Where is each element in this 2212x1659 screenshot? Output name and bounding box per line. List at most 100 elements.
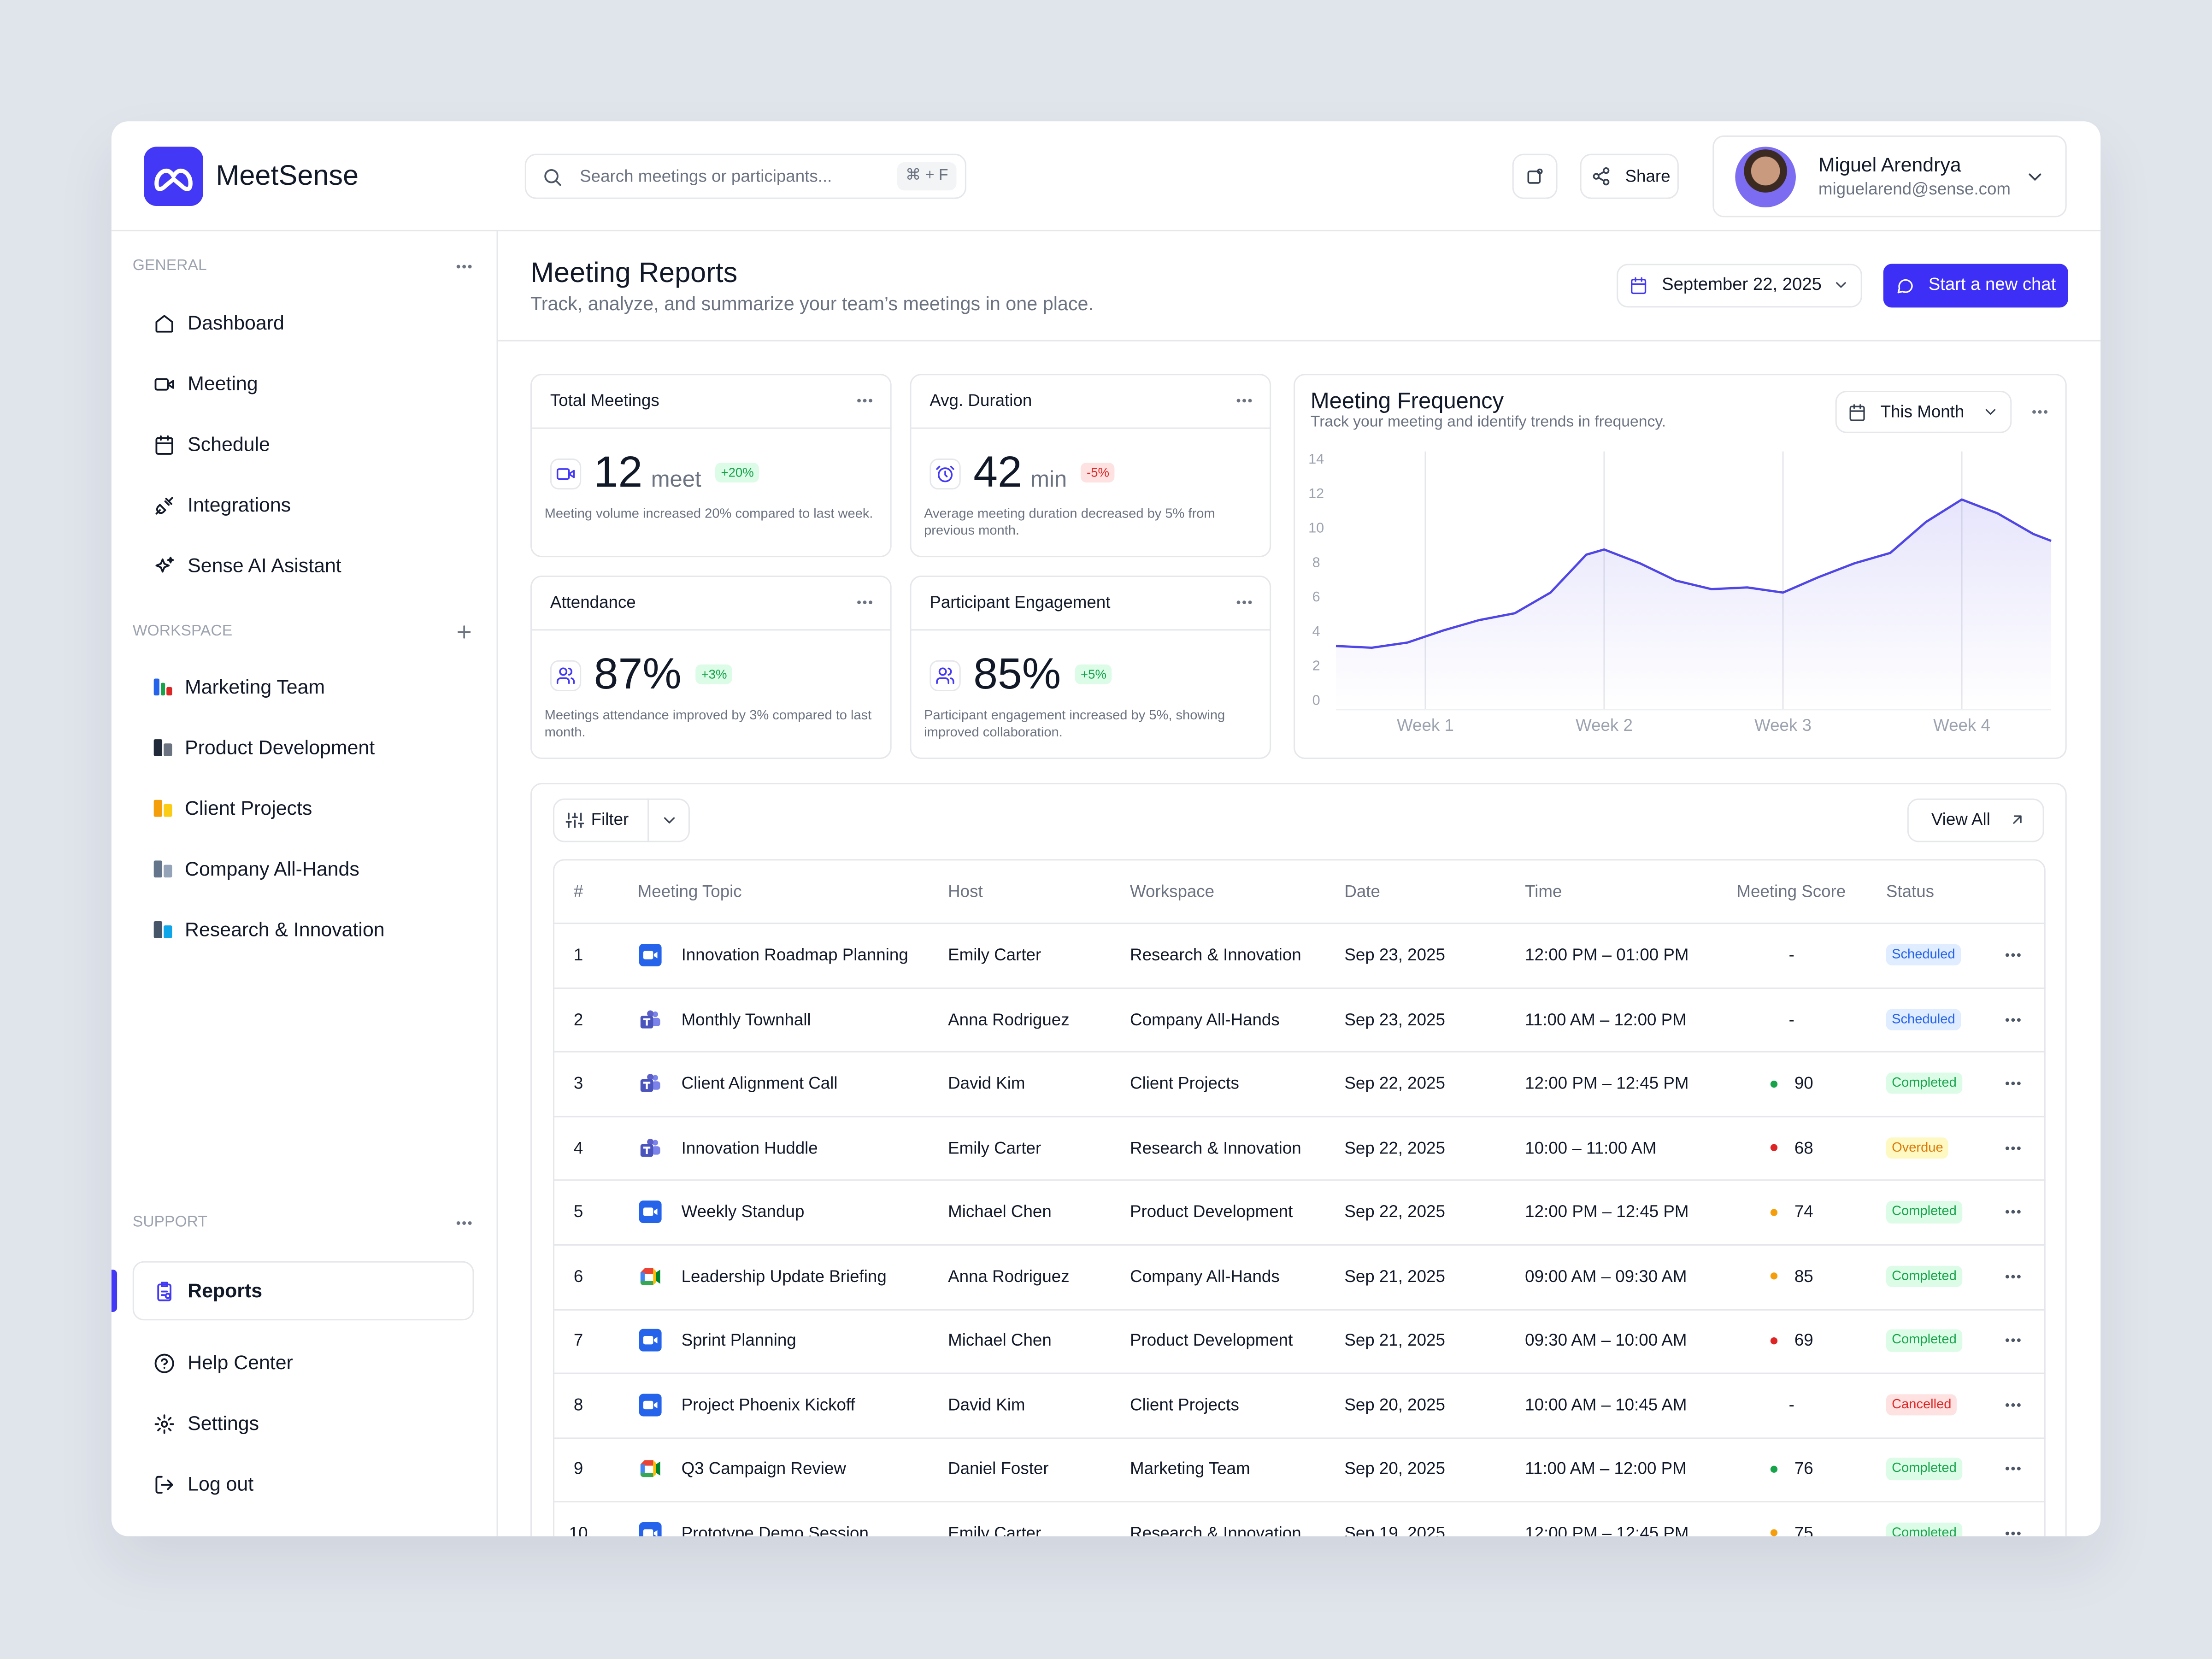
status-badge: Scheduled	[1886, 1008, 1961, 1030]
time: 09:00 AM – 09:30 AM	[1525, 1266, 1687, 1286]
row-actions[interactable]	[2003, 1266, 2023, 1286]
open-button[interactable]	[1512, 153, 1558, 199]
score-dot	[1770, 1337, 1778, 1344]
platform-icon	[639, 1394, 662, 1416]
change-badge: +3%	[695, 664, 733, 684]
workspace: Company All-Hands	[1130, 1009, 1280, 1029]
avatar	[1735, 147, 1796, 207]
icon-part	[164, 925, 172, 938]
row-actions[interactable]	[2003, 1459, 2023, 1479]
change-badge: +5%	[1075, 664, 1112, 684]
row-actions[interactable]	[2003, 1395, 2023, 1415]
user-chevron	[2024, 166, 2046, 187]
nav-item[interactable]: Schedule	[188, 432, 270, 455]
workspace: Client Projects	[1130, 1394, 1239, 1415]
meeting-topic[interactable]: Innovation Huddle	[681, 1137, 818, 1158]
row-divider	[553, 1308, 2046, 1310]
icon-part	[153, 921, 163, 938]
search-box[interactable]	[524, 153, 966, 199]
nav-item[interactable]: Company All-Hands	[185, 857, 359, 880]
meeting-topic[interactable]: Project Phoenix Kickoff	[681, 1394, 855, 1415]
icon-part	[160, 682, 166, 696]
date-label: September 22, 2025	[1662, 274, 1822, 294]
stat-value: 85%	[973, 649, 1061, 699]
nav-item[interactable]: Marketing Team	[185, 675, 325, 698]
meeting-topic[interactable]: Leadership Update Briefing	[681, 1266, 887, 1286]
nav-icon	[154, 373, 175, 394]
stat-note: Meetings attendance improved by 3% compa…	[544, 708, 872, 740]
nav-item[interactable]: Log out	[188, 1472, 254, 1495]
nav-item[interactable]: Client Projects	[185, 796, 312, 819]
meeting-topic[interactable]: Q3 Campaign Review	[681, 1459, 846, 1479]
time: 12:00 PM – 01:00 PM	[1525, 945, 1689, 965]
stat-value-row: 12 meet +20%	[594, 447, 876, 498]
score-dot	[1770, 1080, 1778, 1087]
date: Sep 23, 2025	[1344, 945, 1445, 965]
nav-item[interactable]: Help Center	[188, 1351, 293, 1374]
meeting-topic[interactable]: Prototype Demo Session	[681, 1523, 869, 1536]
date: Sep 21, 2025	[1344, 1330, 1445, 1350]
row-actions[interactable]	[2003, 1009, 2023, 1029]
icon-part	[164, 804, 172, 817]
meeting-score: 74	[1794, 1202, 1813, 1222]
workspace: Client Projects	[1130, 1073, 1239, 1094]
more-button[interactable]	[855, 391, 875, 411]
user-name: Miguel Arendrya	[1818, 153, 1961, 176]
stat-divider	[530, 629, 892, 631]
nav-item[interactable]: Meeting	[188, 371, 258, 394]
cta-button[interactable]	[1883, 264, 2068, 308]
stat-icon-box	[550, 458, 582, 490]
more-button[interactable]	[855, 593, 875, 612]
row-actions[interactable]	[2003, 945, 2023, 965]
date: Sep 20, 2025	[1344, 1459, 1445, 1479]
nav-item[interactable]: Research & Innovation	[185, 918, 385, 941]
row-divider	[553, 987, 2046, 989]
score-dot	[1770, 1208, 1778, 1216]
meeting-topic[interactable]: Weekly Standup	[681, 1202, 805, 1222]
date: Sep 23, 2025	[1344, 1009, 1445, 1029]
icon-part	[153, 800, 163, 817]
row-actions[interactable]	[2003, 1331, 2023, 1351]
stat-title: Participant Engagement	[930, 592, 1111, 612]
more-button[interactable]	[454, 257, 474, 276]
more-button[interactable]	[454, 1213, 474, 1233]
nav-item[interactable]: Reports	[188, 1279, 263, 1302]
nav-icon	[154, 494, 175, 516]
nav-item[interactable]: Settings	[188, 1412, 259, 1435]
host: Emily Carter	[948, 1137, 1041, 1158]
meeting-topic[interactable]: Innovation Roadmap Planning	[681, 945, 908, 965]
more-button[interactable]	[2030, 402, 2050, 422]
platform-icon	[639, 1072, 662, 1095]
stat-value: 42	[973, 447, 1022, 497]
workspace: Company All-Hands	[1130, 1266, 1280, 1286]
stat-icon	[556, 464, 576, 484]
row-divider	[553, 1180, 2046, 1182]
time: 12:00 PM – 12:45 PM	[1525, 1073, 1689, 1094]
workspace-icon	[153, 921, 172, 938]
status-badge: Completed	[1886, 1201, 1963, 1223]
status-badge: Cancelled	[1886, 1394, 1957, 1416]
row-number: 5	[573, 1202, 583, 1222]
more-button[interactable]	[1235, 593, 1254, 612]
meeting-topic[interactable]: Client Alignment Call	[681, 1073, 838, 1094]
row-actions[interactable]	[2003, 1524, 2023, 1536]
workspace-icon	[153, 800, 172, 817]
meeting-topic[interactable]: Sprint Planning	[681, 1330, 796, 1350]
row-actions[interactable]	[2003, 1202, 2023, 1222]
row-actions[interactable]	[2003, 1138, 2023, 1158]
add-button[interactable]	[454, 622, 474, 642]
row-actions[interactable]	[2003, 1074, 2023, 1094]
nav-item[interactable]: Dashboard	[188, 311, 284, 334]
date-picker[interactable]	[1617, 264, 1862, 308]
nav-item[interactable]: Integrations	[188, 493, 291, 516]
share-label: Share	[1625, 166, 1671, 186]
share-button[interactable]	[1580, 153, 1679, 199]
search-icon	[542, 166, 563, 187]
nav-item[interactable]: Product Development	[185, 735, 375, 759]
meeting-topic[interactable]: Monthly Townhall	[681, 1009, 811, 1029]
time: 12:00 PM – 12:45 PM	[1525, 1523, 1689, 1536]
time: 12:00 PM – 12:45 PM	[1525, 1202, 1689, 1222]
nav-item[interactable]: Sense AI Asistant	[188, 553, 341, 577]
more-button[interactable]	[1235, 391, 1254, 411]
